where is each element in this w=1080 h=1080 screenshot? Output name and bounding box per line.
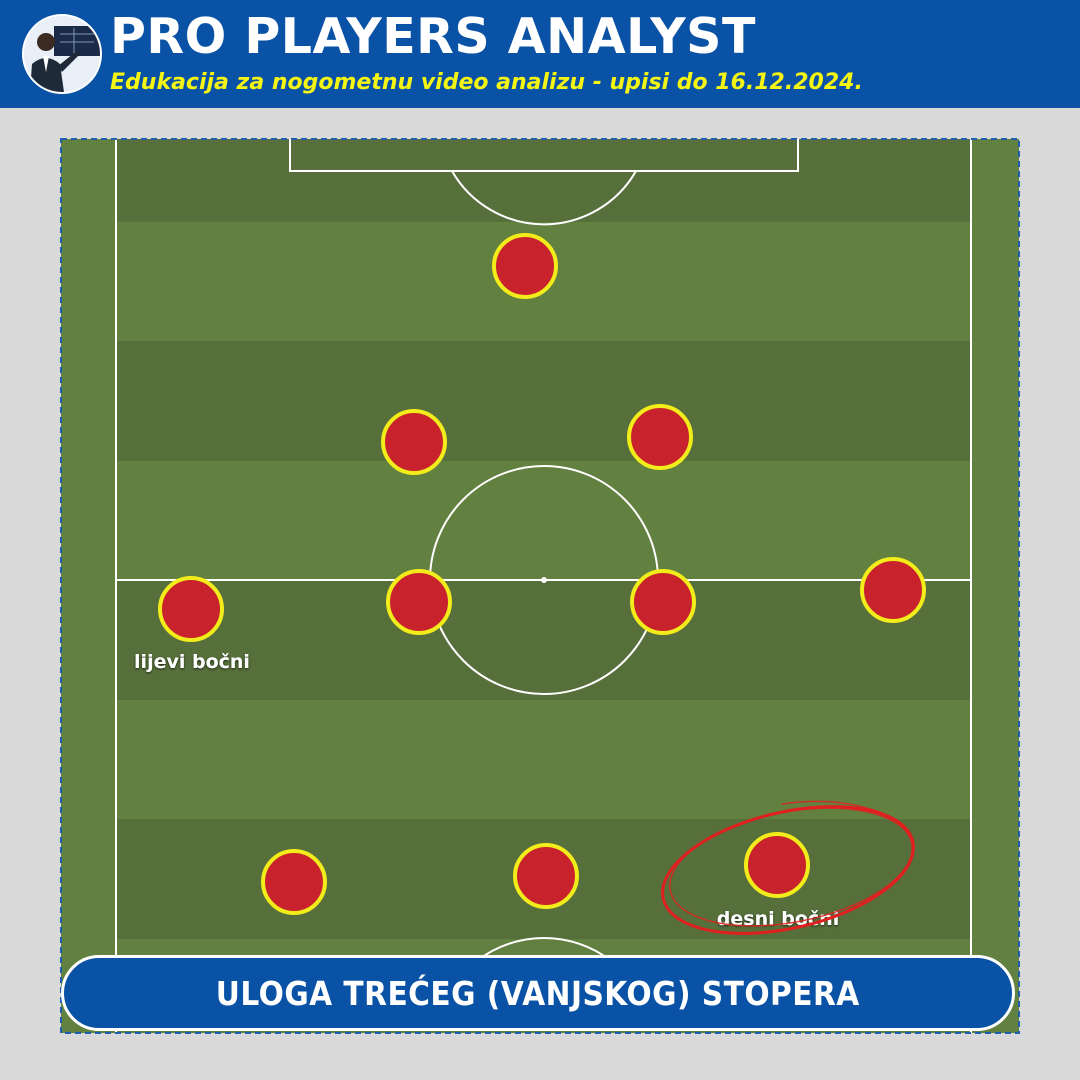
caption-text: ULOGA TREĆEG (VANJSKOG) STOPERA xyxy=(216,973,860,1013)
top-penalty-box xyxy=(289,139,799,172)
label-right-back: desni bočni xyxy=(717,908,839,930)
player-marker xyxy=(860,557,926,623)
page-title: PRO PLAYERS ANALYST xyxy=(110,8,756,65)
highlight-ellipse xyxy=(661,800,915,935)
centre-spot xyxy=(541,577,547,583)
player-marker xyxy=(492,233,558,299)
page-subtitle: Edukacija za nogometnu video analizu - u… xyxy=(110,70,863,95)
player-marker xyxy=(381,409,447,475)
players xyxy=(158,233,926,915)
player-marker xyxy=(744,832,810,898)
pitch-frame xyxy=(60,138,1020,1034)
player-marker xyxy=(261,849,327,915)
top-penalty-arc xyxy=(451,170,637,226)
player-marker xyxy=(627,404,693,470)
caption-banner: ULOGA TREĆEG (VANJSKOG) STOPERA xyxy=(61,955,1015,1031)
player-marker xyxy=(386,569,452,635)
grass-stripe xyxy=(116,341,971,461)
bottom-penalty-arc xyxy=(477,937,611,961)
analyst-logo-icon xyxy=(24,16,100,92)
player-marker xyxy=(630,569,696,635)
label-left-back: lijevi bočni xyxy=(134,651,250,673)
header-bar: PRO PLAYERS ANALYST Edukacija za nogomet… xyxy=(0,0,1080,108)
grass-stripe xyxy=(116,139,971,222)
logo-avatar xyxy=(22,14,102,94)
player-marker xyxy=(513,843,579,909)
player-marker xyxy=(158,576,224,642)
grass-stripe xyxy=(116,580,971,700)
